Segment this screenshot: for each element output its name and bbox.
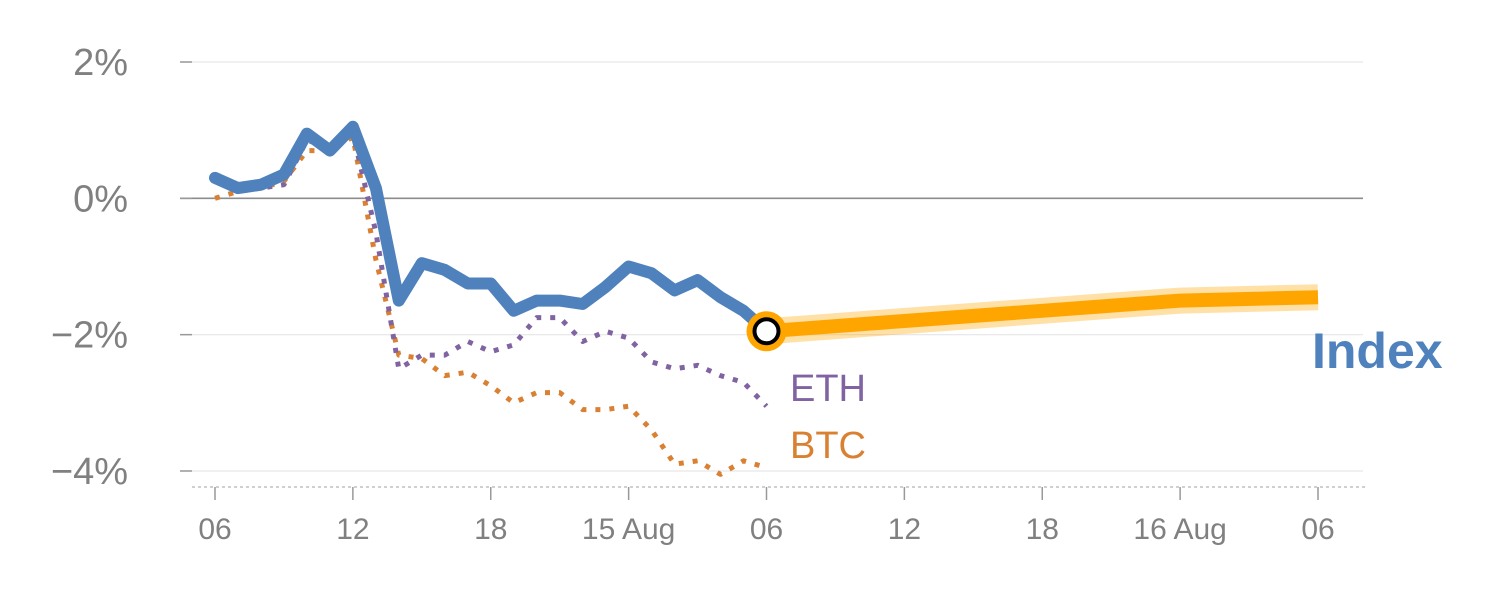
x-tick-label-3: 15 Aug bbox=[582, 513, 675, 546]
y-tick-label-0: 2% bbox=[73, 42, 128, 84]
y-tick-label-3: −4% bbox=[51, 451, 128, 493]
x-tick-label-0: 06 bbox=[198, 513, 231, 546]
series-line-forecast bbox=[765, 290, 1319, 339]
marker-inner bbox=[752, 317, 781, 346]
y-tick-label-2: −2% bbox=[51, 315, 128, 357]
series-line-eth bbox=[213, 131, 769, 408]
series-line-index bbox=[209, 120, 773, 338]
x-tick-label-7: 16 Aug bbox=[1133, 513, 1226, 546]
x-tick-label-1: 12 bbox=[336, 513, 369, 546]
x-tick-label-6: 18 bbox=[1026, 513, 1059, 546]
x-tick-label-5: 12 bbox=[888, 513, 921, 546]
x-axis: 06 12 18 15 Aug 06 12 18 16 Aug 06 bbox=[192, 486, 1365, 546]
x-tick-label-8: 06 bbox=[1301, 513, 1334, 546]
x-tick-label-4: 06 bbox=[750, 513, 783, 546]
series-lines bbox=[209, 120, 1319, 477]
series-label-btc: BTC bbox=[790, 425, 866, 467]
y-axis: 2% 0% −2% −4% bbox=[51, 42, 192, 493]
series-label-index: Index bbox=[1312, 323, 1443, 379]
current-point-marker bbox=[746, 311, 787, 352]
series-line-btc bbox=[214, 134, 768, 477]
x-tick-label-2: 18 bbox=[474, 513, 507, 546]
series-label-eth: ETH bbox=[790, 368, 866, 410]
y-tick-label-1: 0% bbox=[73, 178, 128, 220]
